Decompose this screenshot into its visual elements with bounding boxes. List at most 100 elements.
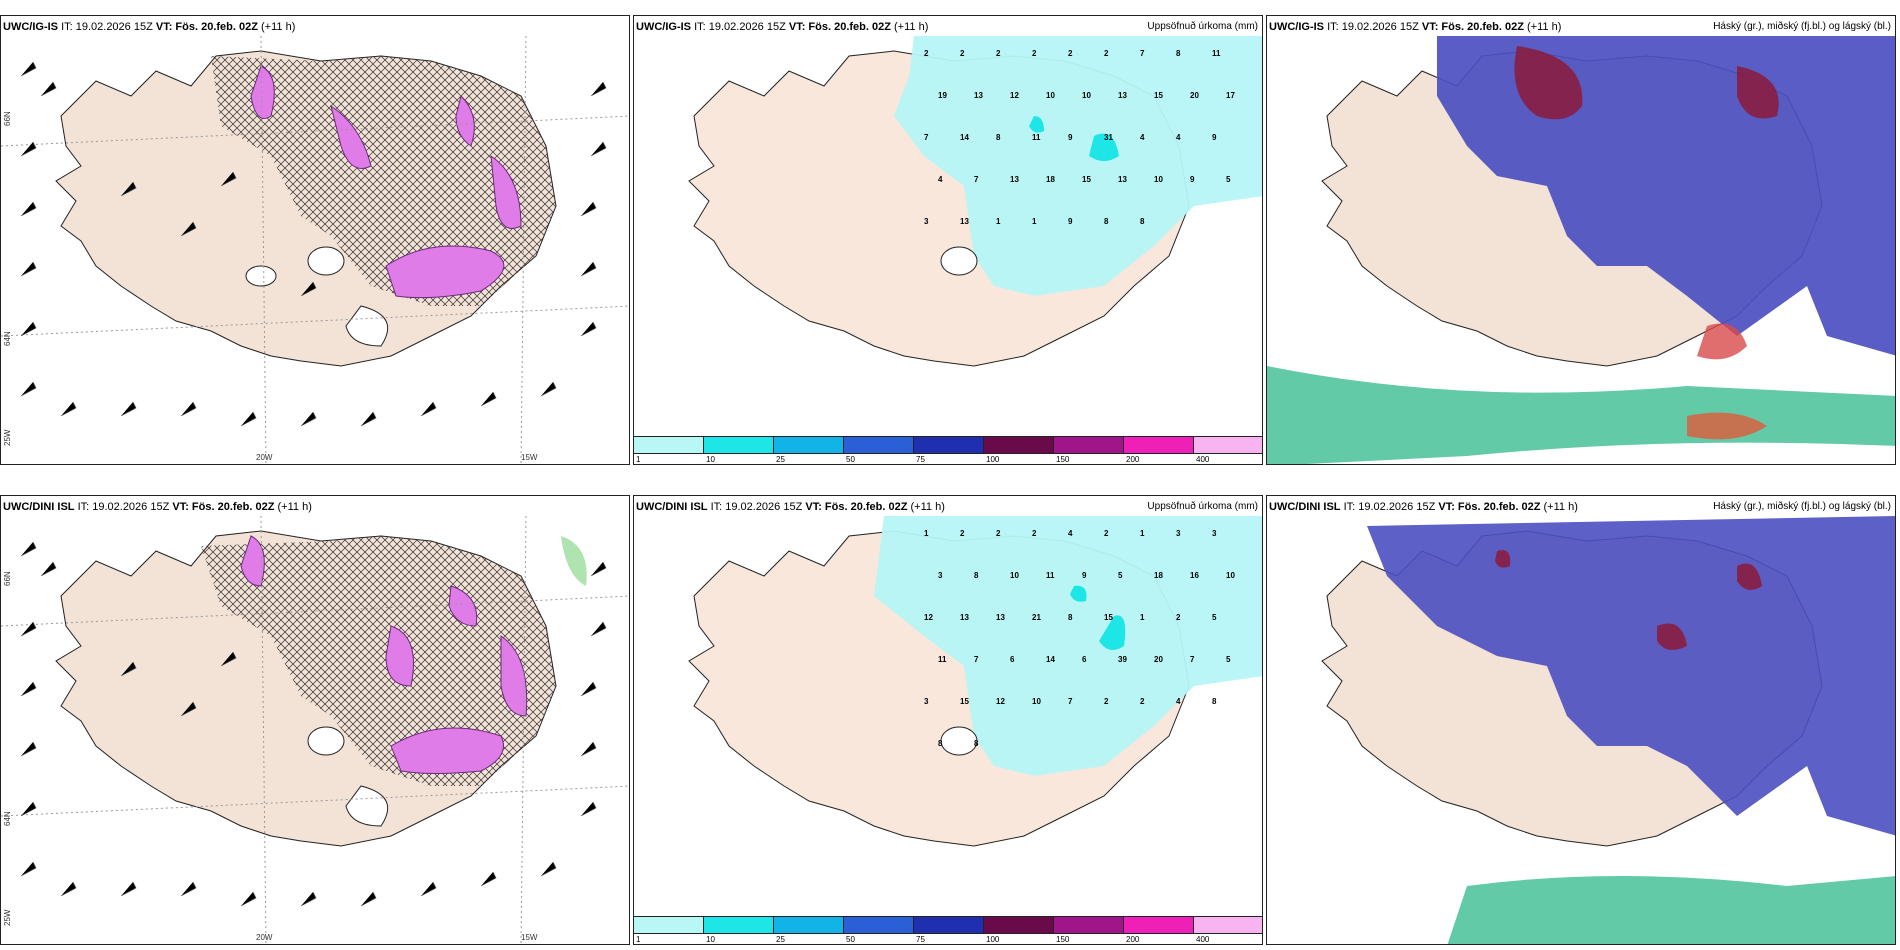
map-panel-cloud-bottom: UWC/DINI ISL IT: 19.02.2026 15Z VT: Fös.… bbox=[1266, 495, 1896, 945]
precip-value-label: 3 bbox=[924, 697, 929, 706]
precip-value-label: 39 bbox=[1118, 655, 1127, 664]
precip-value-label: 5 bbox=[1226, 655, 1231, 664]
precip-value-label: 12 bbox=[924, 613, 933, 622]
precip-value-label: 4 bbox=[1068, 529, 1073, 538]
precip-value-label: 1 bbox=[996, 217, 1001, 226]
precip-value-label: 5 bbox=[1226, 175, 1231, 184]
precip-value-label: 7 bbox=[1140, 49, 1145, 58]
colorbar-tick-label: 200 bbox=[1126, 935, 1140, 944]
precip-value-label: 10 bbox=[1046, 91, 1055, 100]
colorbar-swatch bbox=[634, 917, 704, 933]
precip-value-label: 2 bbox=[1104, 49, 1109, 58]
precip-value-label: 10 bbox=[1082, 91, 1091, 100]
precip-value-label: 21 bbox=[1032, 613, 1041, 622]
precip-value-label: 2 bbox=[960, 49, 965, 58]
precip-value-label: 11 bbox=[1046, 571, 1055, 580]
precip-value-label: 11 bbox=[1212, 49, 1221, 58]
precip-value-label: 8 bbox=[1140, 217, 1145, 226]
precip-value-label: 20 bbox=[1190, 91, 1199, 100]
lat-label-66: 66N bbox=[3, 111, 12, 126]
lon-label-20: 20W bbox=[256, 933, 273, 942]
colorbar-tick-label: 400 bbox=[1196, 935, 1210, 944]
precip-value-label: 15 bbox=[1082, 175, 1091, 184]
precip-value-label: 8 bbox=[974, 571, 979, 580]
precip-value-label: 13 bbox=[1010, 175, 1019, 184]
precip-value-label: 10 bbox=[1032, 697, 1041, 706]
wind-barbs bbox=[20, 61, 607, 427]
precip-value-label: 13 bbox=[974, 91, 983, 100]
cloud-map bbox=[1267, 516, 1895, 944]
colorbar-swatch bbox=[1194, 917, 1262, 933]
precip-value-label: 14 bbox=[1046, 655, 1055, 664]
colorbar-swatch bbox=[774, 917, 844, 933]
lon-label-15: 15W bbox=[521, 933, 538, 942]
colorbar-tick-label: 1 bbox=[636, 935, 641, 944]
lon-label-15: 15W bbox=[521, 453, 538, 462]
precip-value-label: 10 bbox=[1226, 571, 1235, 580]
colorbar-swatch bbox=[1194, 437, 1262, 453]
lat-label-25: 25W bbox=[3, 429, 12, 446]
colorbar-tick-label: 100 bbox=[986, 935, 1000, 944]
colorbar-swatch bbox=[634, 437, 704, 453]
map-panel-cloud-top: UWC/IG-IS IT: 19.02.2026 15Z VT: Fös. 20… bbox=[1266, 15, 1896, 465]
precip-value-label: 8 bbox=[1104, 217, 1109, 226]
colorbar-tick-label: 200 bbox=[1126, 455, 1140, 464]
colorbar-swatch bbox=[1124, 917, 1194, 933]
lon-label-20: 20W bbox=[256, 453, 273, 462]
colorbar bbox=[634, 436, 1262, 454]
precip-value-label: 3 bbox=[938, 571, 943, 580]
precip-value-label: 8 bbox=[996, 133, 1001, 142]
colorbar-swatch bbox=[844, 917, 914, 933]
precip-value-label: 2 bbox=[924, 49, 929, 58]
colorbar-tick-label: 100 bbox=[986, 455, 1000, 464]
colorbar bbox=[634, 916, 1262, 934]
precip-value-label: 13 bbox=[996, 613, 1005, 622]
colorbar-tick-label: 400 bbox=[1196, 455, 1210, 464]
panel-title: Uppsöfnuð úrkoma (mm) bbox=[1147, 21, 1258, 32]
precip-value-label: 13 bbox=[960, 217, 969, 226]
colorbar-tick-label: 1 bbox=[636, 455, 641, 464]
wind-snow-map bbox=[1, 516, 629, 944]
panel-header: UWC/DINI ISL IT: 19.02.2026 15Z VT: Fös.… bbox=[1269, 501, 1578, 513]
precip-value-label: 2 bbox=[1032, 529, 1037, 538]
precip-value-label: 4 bbox=[938, 175, 943, 184]
lat-label-64: 64N bbox=[3, 811, 12, 826]
map-panel-wind-top: UWC/IG-IS IT: 19.02.2026 15Z VT: Fös. 20… bbox=[0, 15, 630, 465]
precip-value-label: 5 bbox=[1118, 571, 1123, 580]
precip-value-label: 8 bbox=[1068, 613, 1073, 622]
colorbar-swatch bbox=[984, 917, 1054, 933]
precip-value-label: 15 bbox=[1154, 91, 1163, 100]
panel-header: UWC/IG-IS IT: 19.02.2026 15Z VT: Fös. 20… bbox=[3, 21, 296, 33]
precip-value-label: 2 bbox=[996, 529, 1001, 538]
precip-value-label: 4 bbox=[1140, 133, 1145, 142]
precip-value-label: 2 bbox=[1068, 49, 1073, 58]
precip-value-label: 9 bbox=[1082, 571, 1087, 580]
precip-value-label: 1 bbox=[924, 529, 929, 538]
map-panel-wind-bottom: UWC/DINI ISL IT: 19.02.2026 15Z VT: Fös.… bbox=[0, 495, 630, 945]
precip-value-label: 3 bbox=[924, 217, 929, 226]
precip-value-label: 2 bbox=[1104, 697, 1109, 706]
colorbar-tick-label: 25 bbox=[776, 455, 785, 464]
precip-value-label: 19 bbox=[938, 91, 947, 100]
precip-value-label: 13 bbox=[1118, 91, 1127, 100]
precip-value-label: 8 bbox=[1212, 697, 1217, 706]
colorbar-swatch bbox=[984, 437, 1054, 453]
map-panel-precip-bottom: UWC/DINI ISL IT: 19.02.2026 15Z VT: Fös.… bbox=[633, 495, 1263, 945]
colorbar-swatch bbox=[704, 437, 774, 453]
precip-value-label: 3 bbox=[1212, 529, 1217, 538]
colorbar-tick-label: 25 bbox=[776, 935, 785, 944]
precip-value-label: 12 bbox=[996, 697, 1005, 706]
precip-value-label: 2 bbox=[1176, 613, 1181, 622]
precip-value-label: 7 bbox=[974, 175, 979, 184]
precip-value-label: 9 bbox=[1190, 175, 1195, 184]
colorbar-tick-label: 75 bbox=[916, 455, 925, 464]
lat-label-25: 25W bbox=[3, 909, 12, 926]
panel-header: UWC/IG-IS IT: 19.02.2026 15Z VT: Fös. 20… bbox=[636, 21, 929, 33]
map-panel-precip-top: UWC/IG-IS IT: 19.02.2026 15Z VT: Fös. 20… bbox=[633, 15, 1263, 465]
precip-value-label: 15 bbox=[960, 697, 969, 706]
precip-value-label: 2 bbox=[960, 529, 965, 538]
precip-value-label: 31 bbox=[1104, 133, 1113, 142]
precip-value-label: 6 bbox=[1082, 655, 1087, 664]
precip-value-label: 17 bbox=[1226, 91, 1235, 100]
